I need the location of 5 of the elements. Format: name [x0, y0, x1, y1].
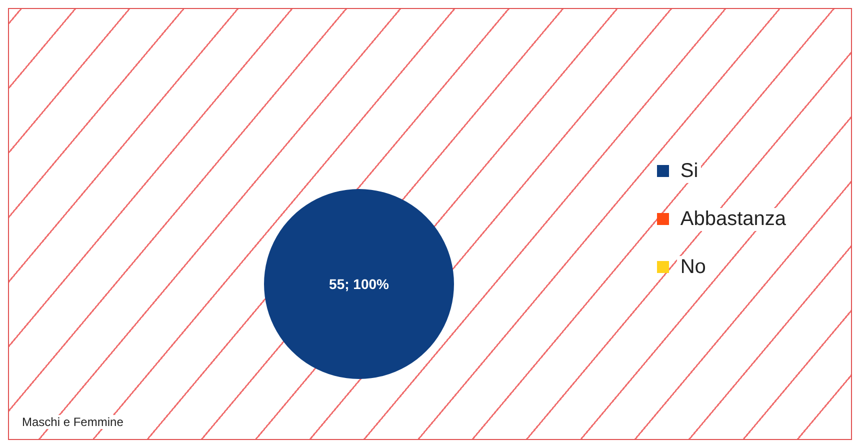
text: Maschi e Femmine [19, 415, 126, 429]
legend-label: Si [677, 160, 702, 182]
legend-label: No [677, 256, 709, 278]
data-label: 55; 100% [329, 276, 390, 292]
legend-label: Abbastanza [677, 208, 789, 230]
